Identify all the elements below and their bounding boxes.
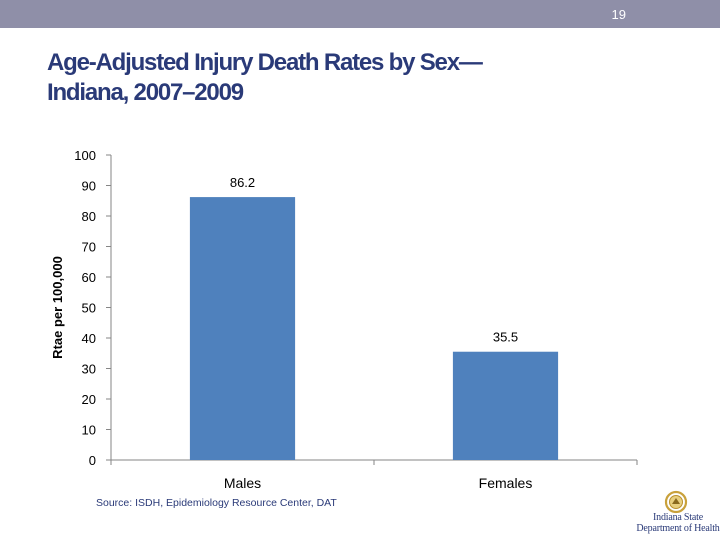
y-axis-title: Rtae per 100,000 [50,256,65,359]
y-tick-label: 10 [82,423,96,438]
y-tick-label: 70 [82,240,96,255]
state-seal-icon [664,490,688,514]
y-tick-label: 40 [82,331,96,346]
slide-title-line-1: Age-Adjusted Injury Death Rates by Sex— [47,49,483,76]
source-note: Source: ISDH, Epidemiology Resource Cent… [96,497,337,509]
y-tick-label: 60 [82,270,96,285]
x-category-label: Males [224,475,261,491]
logo-text-line-2: Department of Health [636,523,720,534]
y-tick-label: 80 [82,209,96,224]
data-label-females: 35.5 [493,330,518,345]
header-bar: 19 [0,0,720,28]
bar-males [189,197,296,460]
y-tick-label: 50 [82,301,96,316]
x-category-label: Females [479,475,533,491]
y-tick-label: 90 [82,179,96,194]
y-tick-label: 20 [82,392,96,407]
slide-title: Age-Adjusted Injury Death Rates by Sex— … [47,48,667,108]
slide-number: 19 [611,7,626,22]
logo-text-line-1: Indiana State [653,512,703,523]
y-tick-label: 30 [82,362,96,377]
isdh-logo: Indiana State Department of Health [636,488,720,538]
bar-females [452,351,559,460]
y-tick-label: 100 [74,148,96,163]
y-tick-label: 0 [89,453,96,468]
slide-title-line-2: Indiana, 2007–2009 [47,79,244,106]
data-label-males: 86.2 [230,175,255,190]
